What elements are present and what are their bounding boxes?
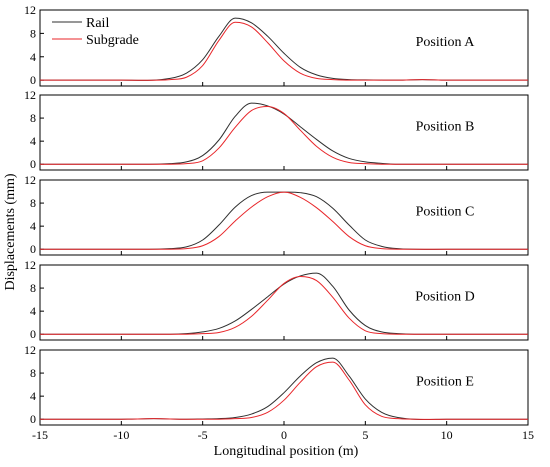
y-tick-label: 8 <box>30 366 36 380</box>
x-tick-label: 5 <box>362 428 368 442</box>
series-line-subgrade <box>40 191 528 250</box>
panel-annotation: Position D <box>415 290 475 305</box>
panel-c: 0 4 8 12 Position C <box>24 173 529 256</box>
x-tick-label: 0 <box>281 428 287 442</box>
x-tick-label: 10 <box>441 428 453 442</box>
panel-annotation: Position C <box>416 205 475 220</box>
legend-label-rail: Rail <box>86 16 109 31</box>
y-tick-label: 8 <box>30 281 36 295</box>
x-axis-label: Longitudinal position (m) <box>214 444 359 459</box>
x-tick-label: -10 <box>113 428 129 442</box>
panel-annotation: Position E <box>416 375 474 390</box>
series-line-subgrade <box>40 361 528 420</box>
y-tick-label: 0 <box>30 73 36 87</box>
panel-b: 0 4 8 12 Position B <box>24 88 529 171</box>
panel-e: 0 4 8 12 Position E <box>24 343 529 426</box>
y-tick-label: 4 <box>30 389 36 403</box>
y-tick-label: 12 <box>24 88 36 102</box>
panel-a: 0 4 8 12 Position A Rail Subgrade <box>24 3 529 87</box>
panel-annotation: Position A <box>416 35 476 50</box>
panels-group: 0 4 8 12 Position A Rail Subgrade 0 4 8 12 Position… <box>24 3 534 442</box>
y-tick-label: 4 <box>30 219 36 233</box>
y-tick-label: 12 <box>24 173 36 187</box>
panel-d: 0 4 8 12 Position D <box>24 258 529 341</box>
x-tick-label: 15 <box>522 428 534 442</box>
series-line-rail <box>40 272 528 335</box>
y-tick-label: 0 <box>30 157 36 171</box>
legend-label-subgrade: Subgrade <box>86 33 139 48</box>
y-tick-label: 4 <box>30 134 36 148</box>
series-line-rail <box>40 191 528 250</box>
y-tick-label: 0 <box>30 412 36 426</box>
y-tick-label: 8 <box>30 111 36 125</box>
x-tick-label: -5 <box>198 428 208 442</box>
y-tick-label: 0 <box>30 327 36 341</box>
y-tick-label: 12 <box>24 258 36 272</box>
series-line-subgrade <box>40 21 528 81</box>
y-tick-label: 4 <box>30 50 36 64</box>
y-tick-label: 8 <box>30 196 36 210</box>
y-tick-label: 4 <box>30 304 36 318</box>
series-line-subgrade <box>40 276 528 335</box>
x-tick-label: -15 <box>32 428 48 442</box>
series-line-subgrade <box>39 106 528 165</box>
y-tick-label: 0 <box>30 242 36 256</box>
y-tick-label: 8 <box>30 26 36 40</box>
panel-annotation: Position B <box>416 120 475 135</box>
y-axis-label: Displacements (mm) <box>3 173 18 290</box>
y-tick-label: 12 <box>24 3 36 17</box>
y-tick-label: 12 <box>24 343 36 357</box>
